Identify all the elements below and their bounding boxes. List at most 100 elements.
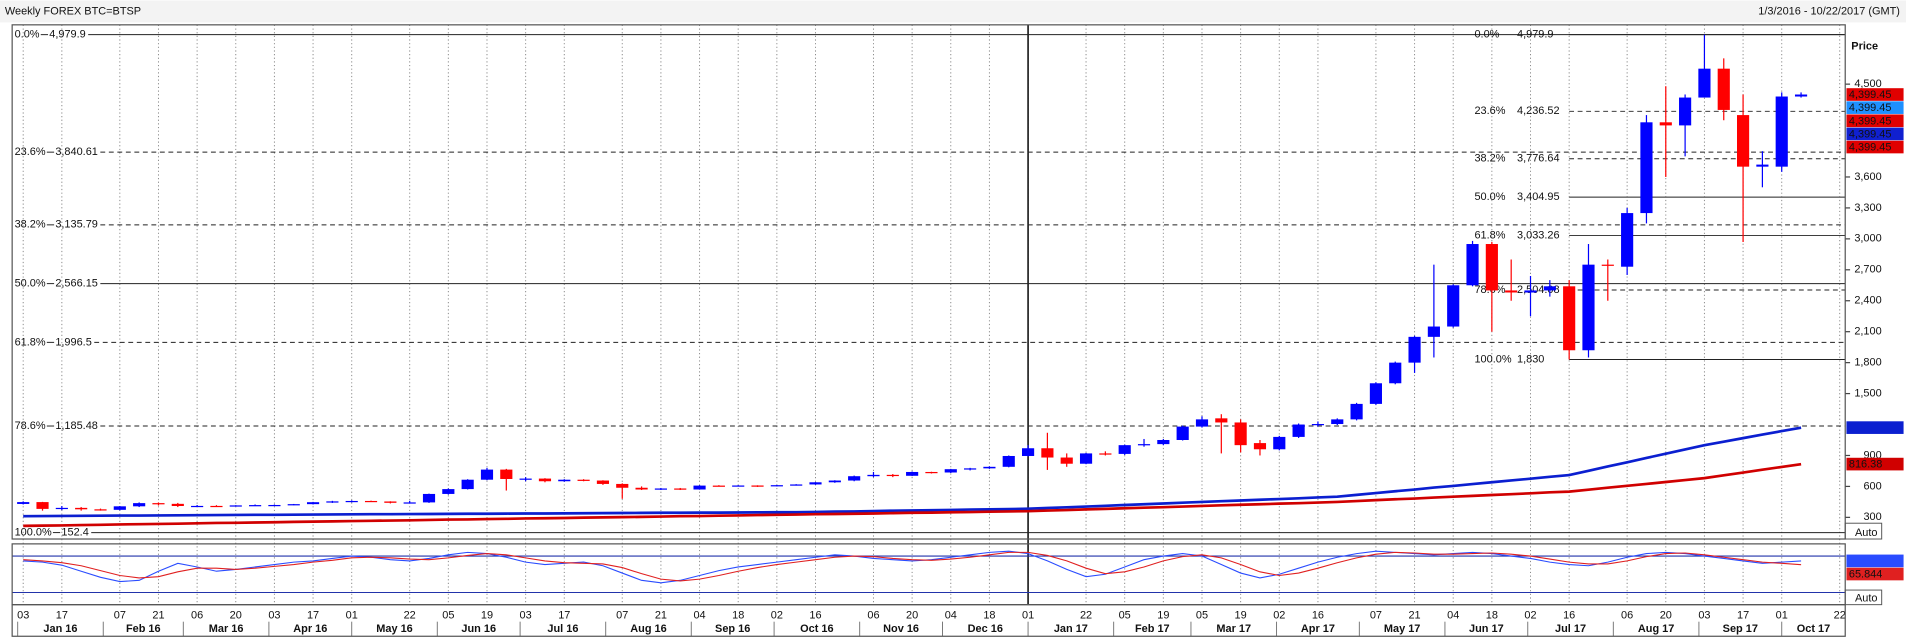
y-tick-label: 2,400: [1854, 295, 1881, 307]
candle-body: [268, 504, 281, 507]
x-tick-label: 04: [1447, 609, 1459, 621]
fib-percent: 0.0%: [1474, 29, 1499, 41]
oscillator-tag: [1846, 554, 1904, 568]
scale-label: Auto: [1855, 527, 1878, 539]
month-label: May 17: [1384, 623, 1420, 635]
x-tick-label: 18: [1486, 609, 1498, 621]
candle-body: [345, 500, 358, 503]
candle-body: [867, 474, 880, 477]
x-tick-label: 16: [1563, 609, 1575, 621]
x-tick-label: 05: [1119, 609, 1131, 621]
candle-body: [596, 480, 610, 484]
month-label: Jul 17: [1555, 623, 1586, 635]
candle-body: [133, 503, 146, 507]
candle-body: [790, 484, 803, 486]
x-tick-label: 19: [1157, 609, 1169, 621]
candle-body: [944, 469, 957, 473]
x-tick-label: 18: [732, 609, 744, 621]
candle-body: [1176, 426, 1189, 440]
candle-body: [1679, 97, 1692, 126]
fib-value: 3,033.26: [1517, 229, 1560, 241]
candle-body: [809, 482, 822, 485]
fib-value: 3,840.61: [55, 146, 98, 158]
moving-average: [23, 426, 1802, 518]
candle-body: [1621, 213, 1634, 267]
candle-body: [1485, 244, 1498, 291]
fib-percent: 50.0%: [15, 278, 46, 290]
candle-body: [480, 469, 494, 480]
fib-value: 4,236.52: [1517, 105, 1560, 117]
x-tick-label: 21: [152, 609, 164, 621]
y-tick-label: 1,800: [1854, 357, 1881, 369]
x-tick-label: 20: [906, 609, 918, 621]
month-label: Apr 17: [1301, 623, 1335, 635]
candle-body: [210, 505, 223, 508]
ma-tag: [1846, 457, 1904, 471]
candle-body: [364, 500, 378, 503]
fib-percent: 50.0%: [1474, 191, 1505, 203]
candle-body: [1524, 290, 1537, 293]
month-label: Oct 17: [1797, 623, 1830, 635]
x-tick-label: 04: [693, 609, 705, 621]
candle-body: [384, 501, 397, 503]
x-tick-label: 16: [809, 609, 821, 621]
x-tick-label: 02: [1524, 609, 1536, 621]
candle-body: [17, 502, 30, 504]
x-tick-label: 16: [1312, 609, 1324, 621]
candle-body: [422, 493, 436, 503]
month-label: Jun 17: [1469, 623, 1504, 635]
month-label: Aug 16: [630, 623, 666, 635]
candle-body: [1543, 286, 1556, 291]
y-tick-label: 1,500: [1854, 387, 1881, 399]
fib-value: 3,135.79: [55, 219, 98, 231]
x-tick-label: 20: [1660, 609, 1672, 621]
candle-body: [1195, 419, 1209, 427]
y-tick-label: 3,000: [1854, 233, 1881, 245]
month-label: Mar 16: [209, 623, 244, 635]
candle-body: [1350, 403, 1363, 420]
x-tick-label: 03: [17, 609, 29, 621]
month-label: Mar 17: [1216, 623, 1251, 635]
x-tick-label: 22: [1834, 609, 1846, 621]
candle-body: [1563, 286, 1576, 351]
candle-body: [1253, 443, 1267, 450]
x-tick-label: 21: [1408, 609, 1420, 621]
x-tick-label: 05: [442, 609, 454, 621]
x-tick-label: 02: [771, 609, 783, 621]
month-label: Sep 16: [715, 623, 750, 635]
candle-body: [1756, 164, 1769, 167]
candle-body: [1408, 336, 1421, 363]
x-tick-label: 17: [558, 609, 570, 621]
month-label: Feb 16: [126, 623, 161, 635]
fib-value: 152.4: [61, 526, 88, 538]
y-tick-label: 4,500: [1854, 78, 1881, 90]
x-tick-label: 17: [307, 609, 319, 621]
x-tick-label: 06: [191, 609, 203, 621]
candle-body: [925, 471, 938, 474]
candle-body: [1021, 448, 1035, 456]
fib-value: 1,996.5: [55, 336, 91, 348]
month-label: Jan 17: [1054, 623, 1088, 635]
y-axis-label: Price: [1851, 41, 1878, 53]
oscillator-line: [23, 550, 1802, 584]
candle-body: [674, 488, 687, 490]
price-tag: [1846, 101, 1904, 114]
y-tick-label: 2,100: [1854, 326, 1881, 338]
month-label: Dec 16: [968, 623, 1003, 635]
fib-percent: 61.8%: [15, 336, 46, 348]
candle-body: [906, 471, 919, 476]
month-label: Apr 16: [293, 623, 327, 635]
x-tick-label: 06: [867, 609, 879, 621]
x-tick-label: 02: [1273, 609, 1285, 621]
candle-body: [55, 507, 68, 510]
x-tick-label: 17: [56, 609, 68, 621]
fib-percent: 0.0%: [15, 29, 40, 41]
price-tag-label: 4,399.45: [1849, 89, 1892, 101]
candle-body: [616, 483, 629, 488]
ma-tag: [1846, 421, 1904, 434]
candle-body: [538, 478, 552, 482]
candle-body: [1775, 96, 1788, 167]
candle-body: [1002, 455, 1015, 467]
